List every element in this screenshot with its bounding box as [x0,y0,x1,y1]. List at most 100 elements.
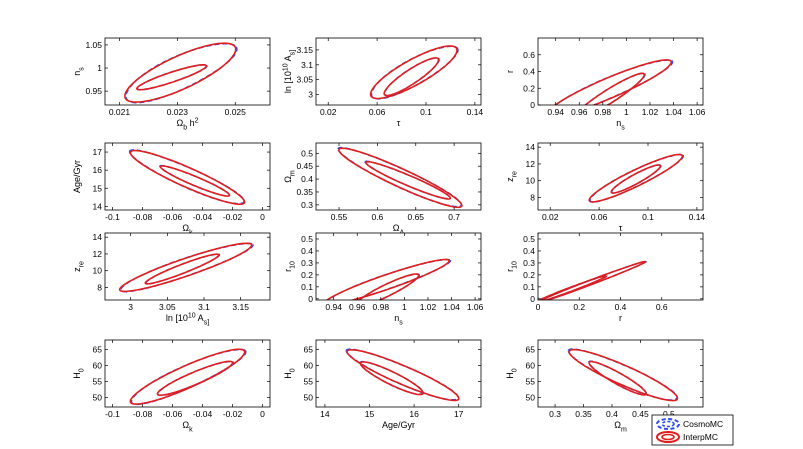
x-tick-label: 3.05 [159,302,176,312]
y-tick-label: 10 [93,266,103,276]
x-tick-label: 0.14 [467,107,484,117]
legend-cosmomc-swatch [656,418,680,430]
interpmc-contour-inner [383,57,440,97]
x-tick-label: 0.6 [656,302,668,312]
y-tick-label: 50 [526,392,536,402]
y-axis-label: H0 [283,368,297,379]
axes-frame [104,37,271,106]
x-tick-label: -0.08 [133,409,153,419]
legend-cosmomc-label: CosmoMC [683,419,723,429]
y-tick-label: 0 [530,100,535,110]
x-axis-label: Ωb h2 [176,118,198,132]
x-tick-label: -0.02 [223,212,243,222]
legend-interpmc-swatch-inner [661,433,675,441]
x-tick-label: 0.7 [448,212,460,222]
x-tick-label: 0.98 [595,107,612,117]
interpmc-contour-outer [118,242,253,293]
contour-group [124,42,238,104]
y-tick-label: 0.5 [523,234,535,244]
x-tick-label: 3.15 [232,302,249,312]
x-tick-label: 0.65 [407,212,424,222]
x-tick-label: 0.45 [632,409,649,419]
x-tick-label: 0 [536,302,541,312]
y-axis-label: H0 [72,368,86,379]
contour-group [128,149,246,205]
y-axis-label: Age/Gyr [72,160,82,193]
x-tick-label: 3.1 [198,302,210,312]
y-tick-label: 50 [93,392,103,402]
x-tick-label: 0.3 [549,409,561,419]
axes-frame [537,142,704,211]
contour-group [337,146,463,209]
y-tick-label: 50 [304,392,314,402]
x-tick-label: 0.021 [109,107,131,117]
y-tick-label: 3.15 [296,45,313,55]
y-tick-label: 0.4 [523,67,535,77]
x-tick-label: 0.96 [349,302,366,312]
y-tick-label: 0.3 [301,258,313,268]
x-tick-label: 16 [409,409,419,419]
y-tick-label: 3.05 [296,75,313,85]
x-tick-label: 1.04 [665,107,682,117]
x-tick-label: 0.6 [371,212,383,222]
y-tick-label: 0.4 [301,246,313,256]
contour-group [567,348,679,402]
y-tick-label: 0 [308,294,313,304]
y-tick-label: 16 [93,165,103,175]
x-axis-label: ln [1010 As] [166,313,209,327]
y-tick-label: 1.05 [85,40,102,50]
x-tick-label: 0.4 [606,409,618,419]
interpmc-contour-inner [588,360,648,396]
y-tick-label: 65 [93,345,103,355]
x-tick-label: 1 [402,302,407,312]
axes-frame [104,232,271,301]
x-tick-label: 0.06 [591,212,608,222]
panel-3: 0.94 0.96 0.98 1 1.02 1.04 1.06 0 0.2 0.4 0.6 ns r [505,37,706,132]
interpmc-contour-inner [358,273,420,300]
panel-1: 0.021 0.023 0.025 0.95 1 1.05 Ωb h2 ns [72,37,271,132]
plot-area [538,38,703,105]
x-tick-label: -0.02 [223,409,243,419]
plot-area [105,340,270,407]
x-tick-label: 0.14 [689,212,706,222]
x-tick-label: 0.1 [642,212,654,222]
contour-group [369,45,459,100]
contour-group [129,348,247,406]
x-tick-label: 1 [624,107,629,117]
y-tick-label: 65 [526,345,536,355]
y-tick-label: 12 [93,249,103,259]
x-axis-label: τ [397,118,401,128]
x-tick-label: 0.55 [331,212,348,222]
interpmc-contour-inner [359,361,424,396]
x-axis-label: Ωk [182,420,193,434]
y-tick-label: 1 [97,63,102,73]
y-axis-label: zre [72,261,86,272]
x-tick-label: 0.06 [369,107,386,117]
y-tick-label: 0.2 [523,270,535,280]
x-tick-label: 0.025 [225,107,247,117]
x-axis-label: ns [616,118,625,132]
y-tick-label: 14 [93,201,103,211]
interpmc-contour-inner [610,164,662,194]
legend-interpmc-swatch [656,431,680,443]
interpmc-contour-outer [346,349,460,402]
y-tick-label: 55 [93,376,103,386]
interpmc-contour-outer [553,59,673,105]
x-tick-label: 1.04 [443,302,460,312]
x-tick-label: -0.1 [105,212,120,222]
x-axis-label: Age/Gyr [382,420,415,430]
interpmc-contour-inner [538,275,608,300]
contour-group [538,260,648,300]
y-axis-label: r10 [283,261,297,272]
y-tick-label: 0.5 [301,148,313,158]
axes-frame [104,339,271,408]
interpmc-contour-outer [124,42,237,103]
x-axis-label: τ [619,223,623,233]
y-tick-label: 0.2 [523,83,535,93]
y-tick-label: 0 [530,294,535,304]
x-tick-label: 3 [128,302,133,312]
plot-area [316,233,481,300]
